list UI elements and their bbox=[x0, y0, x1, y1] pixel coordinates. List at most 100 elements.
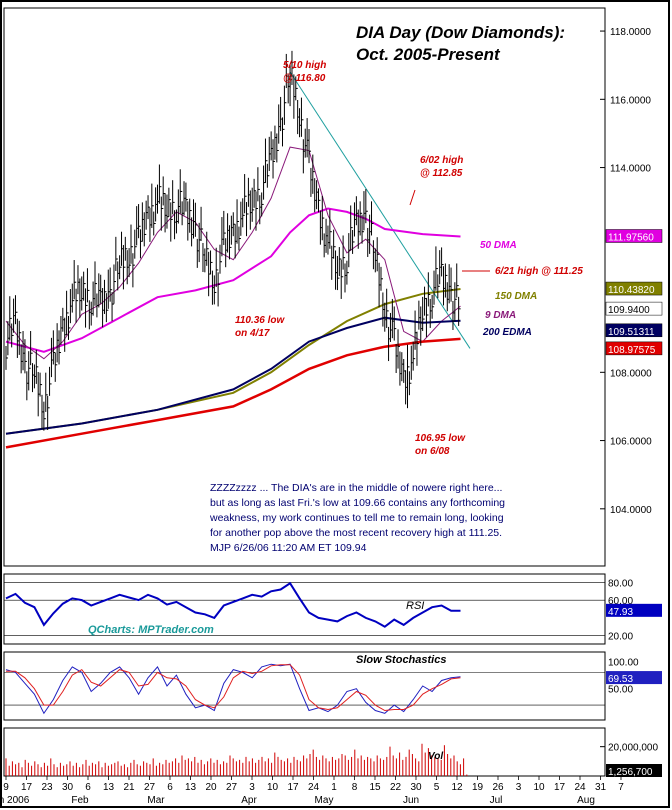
vol-tick-label: 20,000,000 bbox=[608, 743, 658, 754]
x-day-label: 24 bbox=[308, 782, 320, 793]
y-tick-label: 108.0000 bbox=[610, 368, 652, 379]
y-tick-label: 104.0000 bbox=[610, 505, 652, 516]
commentary-line: weakness, my work continues to tell me t… bbox=[209, 512, 504, 524]
x-day-label: 17 bbox=[21, 782, 33, 793]
ma-line bbox=[5, 207, 461, 353]
x-day-label: 10 bbox=[267, 782, 279, 793]
ma-line bbox=[5, 337, 461, 449]
x-day-label: 27 bbox=[226, 782, 238, 793]
x-day-label: 3 bbox=[249, 782, 255, 793]
annotation-label: 9 DMA bbox=[485, 310, 516, 321]
stoch-last-box bbox=[606, 671, 662, 685]
volume-panel bbox=[3, 727, 606, 777]
stoch-tick-label: 100.00 bbox=[608, 657, 639, 668]
last-value-label: 111.97560 bbox=[608, 232, 654, 243]
x-day-label: 26 bbox=[492, 782, 504, 793]
x-day-label: 15 bbox=[369, 782, 381, 793]
last-value-box bbox=[605, 301, 663, 316]
y-tick-label: 114.0000 bbox=[610, 164, 651, 175]
annotation-label: on 6/08 bbox=[415, 446, 450, 457]
stoch-panel bbox=[3, 651, 606, 721]
y-tick-label: 106.0000 bbox=[610, 437, 652, 448]
last-value-label: 110.43820 bbox=[608, 285, 655, 296]
x-day-label: 12 bbox=[451, 782, 463, 793]
rsi-last-label: 47.93 bbox=[608, 607, 633, 618]
commentary-line: for another pop above the most recent re… bbox=[210, 527, 502, 539]
stoch-tick-label: 50.00 bbox=[608, 685, 633, 696]
annotation-label: 106.95 low bbox=[415, 433, 466, 444]
x-day-label: 27 bbox=[144, 782, 156, 793]
vol-title: Vol bbox=[428, 751, 443, 762]
x-day-label: 22 bbox=[390, 782, 402, 793]
x-day-label: 6 bbox=[167, 782, 173, 793]
commentary-line: but as long as last Fri.'s low at 109.66… bbox=[210, 497, 505, 509]
annotation-label: 6/21 high @ 111.25 bbox=[495, 266, 583, 277]
x-day-label: 8 bbox=[352, 782, 358, 793]
x-day-label: 31 bbox=[595, 782, 607, 793]
last-value-box bbox=[605, 229, 663, 243]
x-day-label: 17 bbox=[554, 782, 566, 793]
y-tick-label: 116.0000 bbox=[610, 95, 651, 106]
rsi-last-box bbox=[606, 603, 662, 617]
x-day-label: 19 bbox=[472, 782, 484, 793]
x-day-label: 20 bbox=[205, 782, 217, 793]
stoch-line bbox=[5, 663, 461, 715]
x-day-label: 3 bbox=[516, 782, 522, 793]
annotation-label: @ 116.80 bbox=[283, 73, 326, 84]
last-value-box bbox=[605, 341, 663, 356]
annotation-label: @ 112.85 bbox=[420, 168, 463, 179]
x-day-label: 10 bbox=[533, 782, 545, 793]
stoch-line bbox=[6, 664, 461, 712]
annotation-label: 200 EDMA bbox=[482, 327, 532, 338]
last-value-label: 109.9400 bbox=[608, 305, 650, 316]
stoch-title: Slow Stochastics bbox=[356, 654, 446, 666]
last-value-box bbox=[605, 323, 663, 338]
last-value-label: 109.51311 bbox=[608, 327, 655, 338]
x-day-label: 30 bbox=[62, 782, 74, 793]
x-day-label: 24 bbox=[574, 782, 586, 793]
commentary-line: ZZZZzzzz ... The DIA's are in the middle… bbox=[210, 482, 502, 494]
x-day-label: 7 bbox=[618, 782, 624, 793]
x-day-label: 9 bbox=[3, 782, 9, 793]
rsi-tick-label: 20.00 bbox=[608, 632, 633, 643]
x-day-label: 13 bbox=[103, 782, 115, 793]
x-month-label: n 2006 bbox=[0, 795, 30, 806]
ma-line bbox=[5, 146, 461, 360]
x-day-label: 23 bbox=[41, 782, 53, 793]
x-day-label: 21 bbox=[123, 782, 135, 793]
vol-last-box bbox=[606, 764, 662, 777]
annotation-label: 6/02 high bbox=[420, 155, 463, 166]
x-day-label: 30 bbox=[410, 782, 422, 793]
x-month-label: Mar bbox=[147, 795, 165, 806]
annotation-pointer bbox=[409, 189, 416, 206]
x-day-label: 13 bbox=[185, 782, 197, 793]
chart-subtitle: Oct. 2005-Present bbox=[356, 45, 501, 64]
trendline bbox=[289, 71, 471, 349]
annotation-label: 50 DMA bbox=[480, 240, 517, 251]
annotation-label: 5/10 high bbox=[283, 60, 326, 71]
x-month-label: Feb bbox=[71, 795, 89, 806]
last-value-label: 108.97575 bbox=[608, 345, 656, 356]
x-day-label: 6 bbox=[85, 782, 91, 793]
x-month-label: Jul bbox=[490, 795, 503, 806]
rsi-tick-label: 60.00 bbox=[608, 596, 633, 607]
rsi-panel bbox=[3, 573, 606, 645]
x-month-label: Aug bbox=[577, 795, 595, 806]
rsi-title: RSI bbox=[406, 600, 424, 612]
last-value-box bbox=[605, 281, 663, 296]
stoch-last-label: 69.53 bbox=[608, 674, 633, 685]
vol-last-label: 1,256,700 bbox=[608, 767, 653, 778]
x-day-label: 5 bbox=[434, 782, 440, 793]
rsi-line bbox=[5, 581, 461, 628]
x-month-label: Apr bbox=[241, 795, 257, 806]
y-tick-label: 118.0000 bbox=[610, 27, 651, 38]
rsi-tick-label: 80.00 bbox=[608, 578, 633, 589]
chart-title: DIA Day (Dow Diamonds): bbox=[356, 23, 565, 42]
annotation-label: on 4/17 bbox=[235, 328, 270, 339]
annotation-label: 150 DMA bbox=[495, 291, 537, 302]
ma-line bbox=[5, 316, 461, 435]
commentary-line: MJP 6/26/06 11:20 AM ET 109.94 bbox=[210, 542, 367, 554]
